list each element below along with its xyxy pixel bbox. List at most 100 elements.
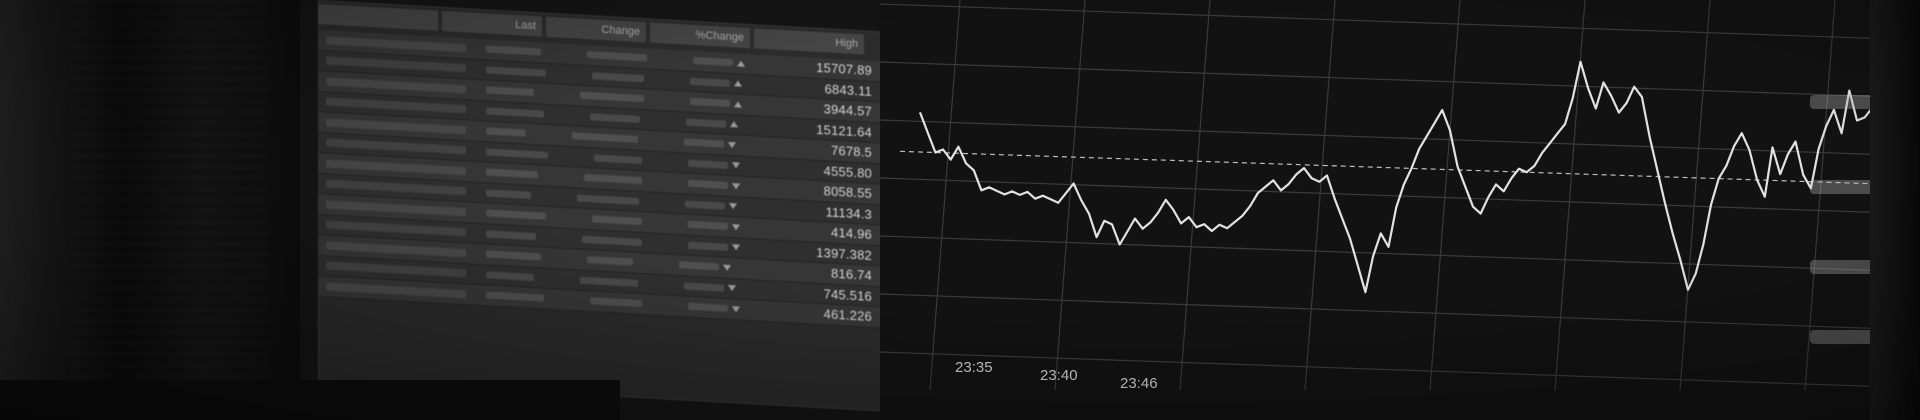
pct-change-cell xyxy=(688,179,728,190)
monitor-bezel xyxy=(0,0,310,420)
up-arrow-icon xyxy=(737,60,745,67)
symbol-name-cell xyxy=(326,241,466,258)
change-cell xyxy=(582,235,642,246)
up-arrow-icon xyxy=(734,80,742,87)
gridline-horizontal xyxy=(880,61,1920,99)
last-cell xyxy=(486,230,536,240)
x-tick-label: 23:35 xyxy=(955,359,993,376)
price-chart-svg: 23:35 23:40 23:46 xyxy=(880,0,1920,420)
symbol-name-cell xyxy=(326,261,466,278)
pct-change-cell xyxy=(688,159,728,169)
last-cell xyxy=(486,189,531,199)
column-header-change[interactable]: Change xyxy=(546,16,646,43)
last-cell xyxy=(486,66,546,77)
x-tick-label: 23:46 xyxy=(1120,375,1158,392)
high-value-cell: 8058.55 xyxy=(823,183,872,202)
change-cell xyxy=(590,112,640,123)
pct-change-cell xyxy=(684,282,724,292)
pct-change-cell xyxy=(690,77,730,87)
symbol-name-cell xyxy=(326,179,466,196)
down-arrow-icon xyxy=(729,203,737,210)
price-chart[interactable]: 23:35 23:40 23:46 xyxy=(880,0,1920,420)
high-value-cell: 3944.57 xyxy=(823,101,872,120)
pct-change-cell xyxy=(688,241,728,251)
monitor-right-edge xyxy=(1870,0,1920,420)
chart-background xyxy=(880,0,1920,420)
pct-change-cell xyxy=(688,302,728,313)
gridline-vertical xyxy=(1429,0,1461,391)
symbol-name-cell xyxy=(326,118,466,135)
quote-table-panel: Last Change %Change High 15707.89 6843.11… xyxy=(318,0,918,414)
sidebar-list-blurred xyxy=(70,0,270,420)
reference-dashed-line xyxy=(899,150,1920,186)
change-cell xyxy=(592,72,644,82)
gridline-horizontal xyxy=(880,119,1920,157)
pct-change-cell xyxy=(684,138,724,148)
up-arrow-icon xyxy=(734,101,742,108)
gridline-horizontal xyxy=(880,351,1920,389)
high-value-cell: 4555.80 xyxy=(823,163,872,181)
gridline-horizontal xyxy=(880,293,1920,331)
change-cell xyxy=(577,194,639,205)
pct-change-cell xyxy=(686,118,726,128)
change-cell xyxy=(587,51,647,62)
change-cell xyxy=(590,297,642,308)
down-arrow-icon xyxy=(732,182,740,190)
high-value-cell: 15707.89 xyxy=(816,60,872,79)
down-arrow-icon xyxy=(732,244,740,251)
x-tick-label: 23:40 xyxy=(1040,367,1078,384)
change-cell xyxy=(592,215,642,226)
high-value-cell: 1397.382 xyxy=(816,244,872,263)
last-cell xyxy=(486,209,546,220)
change-cell xyxy=(587,256,633,266)
gridline-vertical xyxy=(929,0,961,391)
change-cell xyxy=(580,91,644,103)
last-cell xyxy=(486,107,544,118)
last-cell xyxy=(486,148,548,159)
high-value-cell: 6843.11 xyxy=(824,81,872,99)
gridline-vertical xyxy=(1679,0,1711,391)
symbol-name-cell xyxy=(326,159,466,176)
pct-change-cell xyxy=(690,98,730,108)
gridline-vertical xyxy=(1054,0,1086,391)
symbol-name-cell xyxy=(326,56,466,73)
down-arrow-icon xyxy=(723,264,731,271)
high-value-cell: 15121.64 xyxy=(816,121,872,140)
last-cell xyxy=(486,127,526,137)
symbol-name-cell xyxy=(326,200,466,217)
change-cell xyxy=(594,154,642,164)
symbol-name-cell xyxy=(326,220,466,237)
lower-panel xyxy=(0,380,620,420)
symbol-name-cell xyxy=(326,36,466,53)
down-arrow-icon xyxy=(732,305,740,313)
column-header-last[interactable]: Last xyxy=(442,10,542,37)
pct-change-cell xyxy=(688,220,728,231)
last-cell xyxy=(486,86,534,97)
table-body: 15707.89 6843.11 3944.57 15121.64 7678.5 4555… xyxy=(318,30,898,329)
column-header-name[interactable] xyxy=(318,4,438,31)
change-cell xyxy=(572,132,638,144)
symbol-name-cell xyxy=(326,97,466,114)
gridline-horizontal xyxy=(880,235,1920,273)
last-cell xyxy=(486,45,541,56)
high-value-cell: 414.96 xyxy=(831,224,872,243)
high-value-cell: 816.74 xyxy=(831,265,872,284)
last-cell xyxy=(486,250,541,261)
pct-change-cell xyxy=(679,261,719,271)
high-value-cell: 745.516 xyxy=(823,286,872,304)
change-cell xyxy=(580,276,638,287)
column-header-high[interactable]: High xyxy=(754,28,864,55)
gridline-vertical xyxy=(1304,0,1336,391)
symbol-name-cell xyxy=(326,77,466,94)
high-value-cell: 7678.5 xyxy=(831,142,872,161)
column-header-pct-change[interactable]: %Change xyxy=(650,22,750,49)
change-cell xyxy=(584,174,642,185)
gridline-vertical xyxy=(1179,0,1211,391)
pct-change-cell xyxy=(685,200,725,210)
pct-change-cell xyxy=(693,57,733,67)
down-arrow-icon xyxy=(728,141,736,149)
gridline-horizontal xyxy=(880,3,1920,41)
last-cell xyxy=(486,168,538,179)
up-arrow-icon xyxy=(730,121,738,128)
